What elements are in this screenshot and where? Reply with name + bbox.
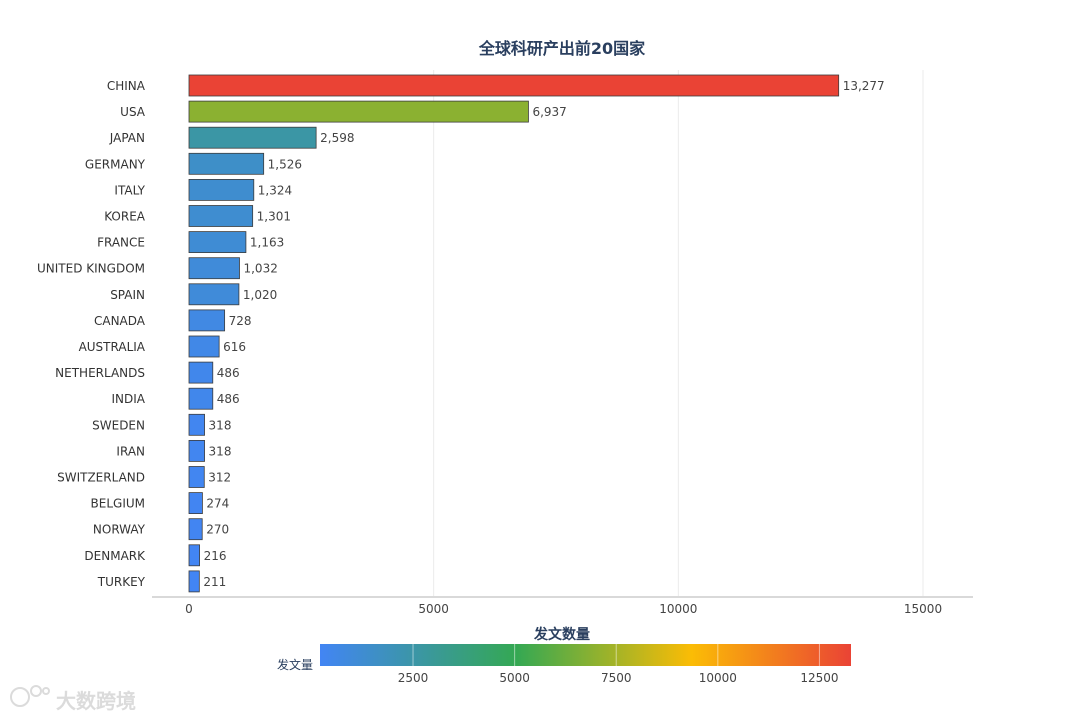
value-label: 1,163 [250,236,284,250]
bar [188,544,200,567]
value-label: 211 [203,575,226,589]
category-label: NETHERLANDS [55,366,145,380]
category-label: JAPAN [109,131,145,145]
value-labels: 13,277 6,937 2,598 1,526 1,324 1,301 1,163 1,03… [203,79,884,589]
category-label: INDIA [111,392,145,406]
colorbar [320,644,851,666]
category-label: DENMARK [84,549,146,563]
colorbar-ticks: 2500 5000 7500 10000 12500 [398,644,839,685]
bar [188,335,220,358]
x-tick-label: 5000 [418,602,449,616]
watermark: 大数跨境 [10,685,136,713]
value-label: 270 [206,523,229,537]
bar [188,413,205,436]
bar [188,100,529,123]
grid-lines [433,70,924,596]
bar [188,178,255,201]
bars [188,74,840,593]
x-tick-label: 15000 [904,602,942,616]
category-label: SWEDEN [92,418,145,432]
value-label: 318 [209,418,232,432]
chart-title: 全球科研产出前20国家 [478,39,646,58]
category-label: UNITED KINGDOM [37,262,145,276]
category-label: BELGIUM [91,497,145,511]
bar [188,205,254,227]
category-label: TURKEY [97,575,146,589]
colorbar-tick-label: 10000 [699,671,737,685]
bar [188,361,214,384]
category-label: FRANCE [97,236,145,250]
value-label: 1,032 [243,262,277,276]
bar [188,518,203,541]
value-label: 1,324 [258,183,292,197]
watermark-logo-icon [10,685,50,707]
value-label: 1,526 [268,157,302,171]
value-label: 312 [208,471,231,485]
category-label: CHINA [107,79,146,93]
value-label: 728 [229,314,252,328]
category-label: CANADA [94,314,146,328]
category-label: ITALY [114,183,145,197]
category-label: AUSTRALIA [79,340,146,354]
bar [188,387,214,410]
category-label: NORWAY [93,523,146,537]
value-label: 616 [223,340,246,354]
colorbar-tick-label: 12500 [800,671,838,685]
bar [188,309,226,332]
bar [188,466,205,488]
value-label: 318 [209,444,232,458]
value-label: 1,301 [257,210,291,224]
category-label: IRAN [116,444,145,458]
bar [188,492,203,515]
value-label: 6,937 [532,105,566,119]
bar [188,439,205,462]
value-label: 486 [217,392,240,406]
bar [188,152,265,175]
colorbar-tick-label: 2500 [398,671,429,685]
colorbar-title: 发文数量 [533,626,590,643]
category-label: KOREA [104,210,146,224]
bar [188,257,240,280]
bar [188,283,240,306]
bar [188,231,247,254]
colorbar-tick-label: 7500 [601,671,632,685]
category-label: SPAIN [110,288,145,302]
category-label: SWITZERLAND [57,471,145,485]
colorbar-label: 发文量 [277,657,313,672]
bar [188,126,317,149]
colorbar-tick-label: 5000 [499,671,530,685]
category-label: USA [120,105,146,119]
value-label: 216 [204,549,227,563]
x-tick-label: 10000 [659,602,697,616]
category-labels: CHINA USA JAPAN GERMANY ITALY KOREA FRANCE UNIT… [37,79,146,589]
bar [188,74,840,97]
value-label: 486 [217,366,240,380]
watermark-text: 大数跨境 [56,689,136,713]
value-label: 1,020 [243,288,277,302]
value-label: 2,598 [320,131,354,145]
x-axis-ticks: 0 5000 10000 15000 [185,602,942,616]
value-label: 13,277 [843,79,885,93]
bar [188,570,200,593]
value-label: 274 [206,497,229,511]
x-tick-label: 0 [185,602,193,616]
category-label: GERMANY [85,157,146,171]
